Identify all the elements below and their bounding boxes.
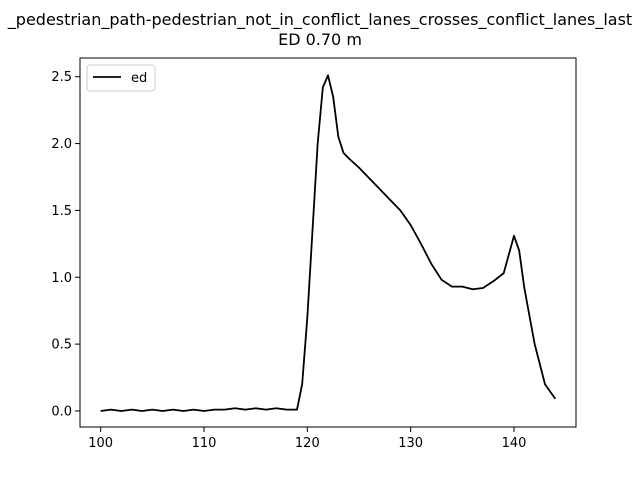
- y-tick-label: 1.5: [51, 204, 72, 219]
- chart-subtitle: ED 0.70 m: [278, 30, 362, 49]
- x-tick-label: 140: [502, 436, 527, 451]
- x-tick-label: 100: [88, 436, 113, 451]
- chart-title: _pedestrian_path-pedestrian_not_in_confl…: [7, 10, 632, 30]
- legend-box: [86, 64, 156, 92]
- y-tick-label: 1.0: [51, 271, 72, 286]
- y-tick-label: 2.0: [51, 137, 72, 152]
- y-axis: 0.0 0.5 1.0 1.5 2.0 2.5: [51, 70, 80, 419]
- legend: ed: [86, 64, 156, 92]
- series-layer: [100, 74, 557, 412]
- x-tick-label: 110: [192, 436, 217, 451]
- x-axis: 100 110 120 130 140: [88, 427, 526, 451]
- series-line-ed: [100, 74, 557, 412]
- plot-area: [79, 57, 577, 428]
- y-tick-label: 2.5: [51, 70, 72, 85]
- x-tick-label: 120: [295, 436, 320, 451]
- y-tick-label: 0.5: [51, 338, 72, 353]
- x-tick-label: 130: [398, 436, 423, 451]
- legend-label: ed: [131, 71, 147, 86]
- y-tick-label: 0.0: [51, 404, 72, 419]
